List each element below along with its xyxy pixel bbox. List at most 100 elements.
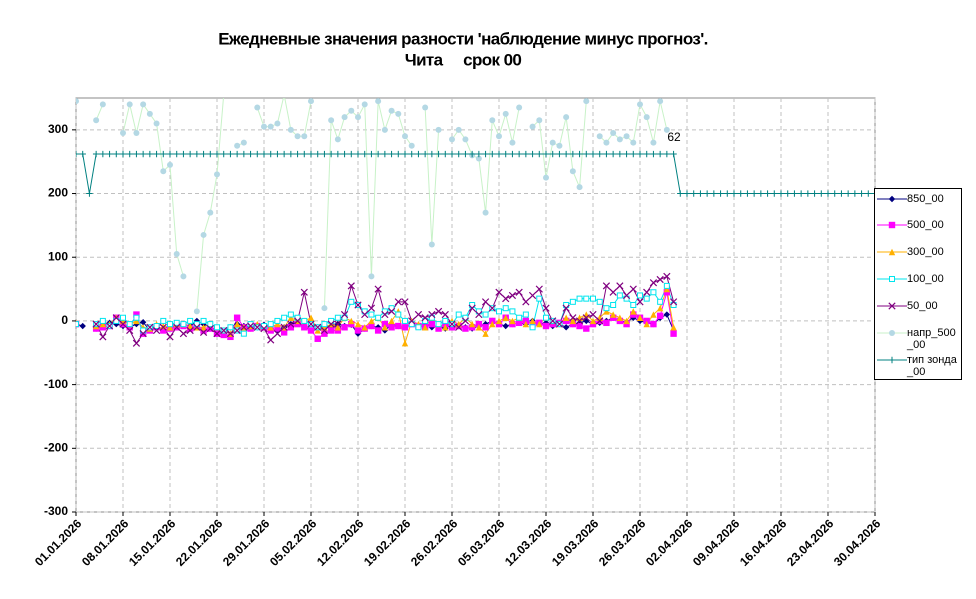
data-point xyxy=(126,326,134,335)
data-point xyxy=(220,326,228,335)
data-point xyxy=(508,291,517,300)
data-point xyxy=(488,304,496,312)
data-point xyxy=(489,320,496,328)
data-point xyxy=(113,150,120,158)
data-point xyxy=(750,190,758,197)
data-point xyxy=(643,320,650,328)
data-point xyxy=(435,126,442,133)
data-point xyxy=(334,320,342,328)
data-point xyxy=(536,320,543,328)
data-point xyxy=(388,107,395,114)
data-point xyxy=(482,209,489,216)
data-point xyxy=(542,150,550,158)
data-point xyxy=(179,330,188,338)
data-point xyxy=(327,320,335,328)
data-point xyxy=(226,330,235,338)
data-point xyxy=(132,339,141,347)
data-point xyxy=(650,289,657,296)
data-point xyxy=(435,150,442,158)
data-point xyxy=(569,168,576,175)
data-point xyxy=(623,317,630,325)
data-point xyxy=(502,322,509,330)
data-point xyxy=(307,314,315,321)
data-point xyxy=(522,320,530,328)
legend-marker xyxy=(888,221,896,229)
legend-label: 50_00 xyxy=(907,300,938,312)
data-point xyxy=(287,311,294,318)
x-tick-label: 08.01.2026 xyxy=(79,516,132,569)
data-point xyxy=(402,317,408,324)
data-point xyxy=(663,126,670,133)
legend-swatch xyxy=(877,248,907,256)
data-point xyxy=(153,323,160,330)
data-point xyxy=(166,324,174,331)
data-point xyxy=(562,150,570,158)
data-point xyxy=(656,304,664,312)
data-point xyxy=(609,311,617,318)
data-point xyxy=(76,150,80,158)
data-point xyxy=(301,324,308,331)
data-point xyxy=(307,150,315,158)
data-point xyxy=(287,324,295,331)
data-point xyxy=(818,190,825,197)
data-point xyxy=(368,150,375,158)
data-point xyxy=(301,150,308,158)
x-tick-label: 02.04.2026 xyxy=(643,516,696,569)
data-point xyxy=(421,324,429,331)
data-point xyxy=(254,104,261,111)
data-point xyxy=(435,325,442,332)
data-point xyxy=(630,302,637,308)
data-point xyxy=(186,150,194,158)
data-point xyxy=(361,150,368,158)
data-point xyxy=(683,190,691,197)
data-point xyxy=(522,150,530,158)
data-point xyxy=(455,150,462,158)
data-point xyxy=(771,190,778,197)
data-point xyxy=(247,150,254,158)
data-point xyxy=(603,139,610,146)
data-point xyxy=(214,171,220,178)
data-point xyxy=(280,150,288,158)
data-point xyxy=(408,142,415,149)
data-point xyxy=(233,314,241,321)
legend-marker xyxy=(889,330,895,336)
data-point xyxy=(187,317,194,324)
data-point xyxy=(200,150,207,158)
data-point xyxy=(334,314,341,321)
data-point xyxy=(489,117,496,124)
data-point xyxy=(529,324,536,331)
data-point xyxy=(395,150,402,158)
data-point xyxy=(461,317,470,325)
data-point xyxy=(415,150,422,158)
y-tick-label: -100 xyxy=(44,377,68,391)
data-point xyxy=(764,190,771,197)
data-point xyxy=(851,190,859,197)
data-point xyxy=(354,320,362,328)
data-point xyxy=(656,312,664,320)
data-point xyxy=(448,150,456,158)
plot-area xyxy=(75,97,876,513)
data-point xyxy=(334,324,342,331)
data-point xyxy=(603,150,610,158)
data-point xyxy=(496,133,502,140)
data-point xyxy=(401,150,409,158)
data-point xyxy=(669,298,678,306)
data-point xyxy=(744,190,751,197)
data-point xyxy=(623,150,630,158)
data-point xyxy=(428,241,435,248)
data-point xyxy=(516,314,523,321)
legend-item: тип зонда_00 xyxy=(877,354,963,378)
data-point xyxy=(395,322,402,330)
data-point xyxy=(663,311,671,318)
data-point xyxy=(167,321,173,328)
data-point xyxy=(576,184,583,191)
data-point xyxy=(79,150,86,158)
data-point xyxy=(596,298,603,305)
data-point xyxy=(180,321,187,328)
data-point xyxy=(267,150,274,158)
data-point xyxy=(435,321,442,328)
legend-label: 100_00 xyxy=(907,273,944,285)
data-point xyxy=(152,326,161,335)
data-point xyxy=(281,92,287,98)
